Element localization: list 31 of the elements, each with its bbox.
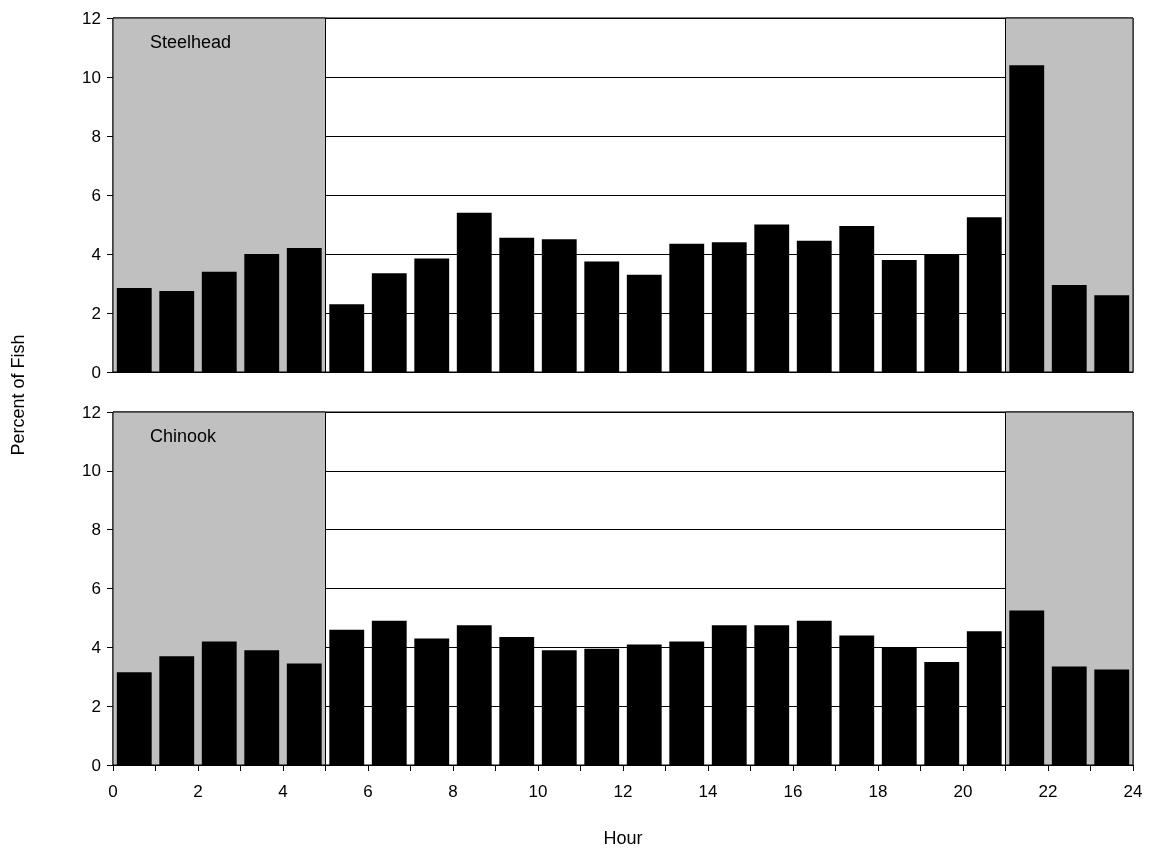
y-tick-label: 12 bbox=[82, 8, 101, 28]
y-tick-label: 12 bbox=[82, 402, 101, 422]
y-tick-label: 2 bbox=[91, 303, 101, 323]
y-tick-label: 4 bbox=[91, 244, 101, 264]
y-tick-label: 8 bbox=[91, 126, 101, 146]
y-tick-label: 6 bbox=[91, 185, 101, 205]
y-tick-label: 0 bbox=[91, 755, 101, 775]
y-tick-label: 0 bbox=[91, 362, 101, 382]
x-tick-label: 2 bbox=[193, 782, 203, 801]
x-tick-label: 10 bbox=[528, 782, 548, 801]
y-axis-title: Percent of Fish bbox=[8, 334, 29, 456]
x-tick-label: 8 bbox=[448, 782, 458, 801]
y-tick-label: 10 bbox=[82, 461, 101, 481]
x-tick-label: 6 bbox=[363, 782, 373, 801]
text: Steelhead bbox=[150, 32, 232, 52]
x-tick-label: 16 bbox=[783, 782, 803, 801]
x-tick-label: 18 bbox=[868, 782, 888, 801]
x-tick-label: 22 bbox=[1038, 782, 1058, 801]
y-tick-label: 2 bbox=[91, 696, 101, 716]
y-tick-label: 4 bbox=[91, 637, 101, 657]
x-tick-label: 20 bbox=[953, 782, 973, 801]
x-tick-label: 24 bbox=[1123, 782, 1143, 801]
y-tick-label: 8 bbox=[91, 520, 101, 540]
x-tick-label: 4 bbox=[278, 782, 288, 801]
x-axis-title: Hour bbox=[603, 828, 643, 849]
y-tick-label: 10 bbox=[82, 67, 101, 87]
x-tick-label: 14 bbox=[698, 782, 718, 801]
x-tick-label: 0 bbox=[108, 782, 118, 801]
text: Chinook bbox=[150, 426, 218, 446]
x-tick-label: 12 bbox=[613, 782, 633, 801]
y-tick-label: 6 bbox=[91, 579, 101, 598]
